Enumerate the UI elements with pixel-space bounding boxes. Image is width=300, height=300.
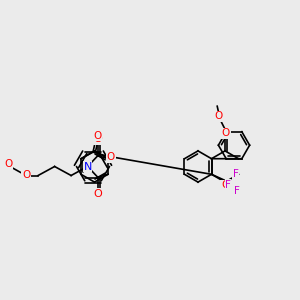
Text: O: O xyxy=(4,159,12,170)
Text: O: O xyxy=(93,134,102,144)
Text: O: O xyxy=(214,111,223,121)
Text: O: O xyxy=(107,152,115,162)
Text: F: F xyxy=(225,180,231,190)
Text: N: N xyxy=(83,161,92,172)
Text: F: F xyxy=(232,169,238,179)
Text: O: O xyxy=(93,189,102,199)
Text: O: O xyxy=(222,128,230,139)
Text: F: F xyxy=(234,186,240,196)
Text: O: O xyxy=(221,180,229,190)
Text: O: O xyxy=(22,170,30,181)
Text: O: O xyxy=(93,130,101,141)
